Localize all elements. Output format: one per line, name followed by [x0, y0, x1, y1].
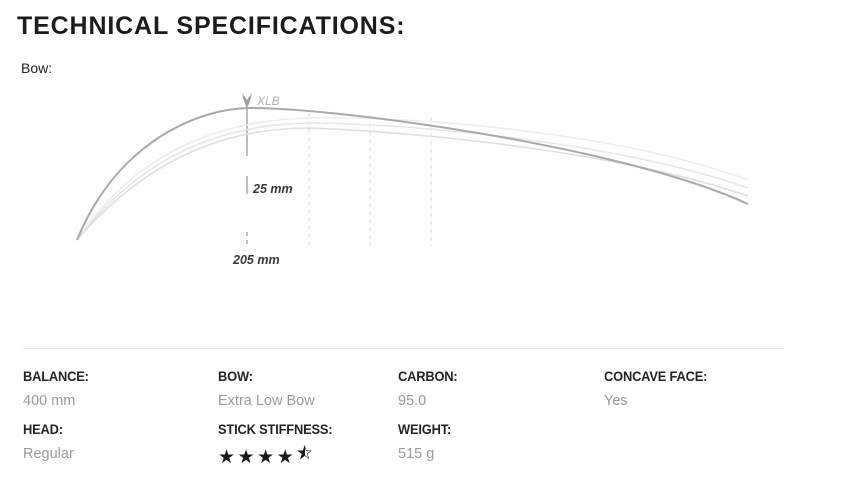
svg-text:25 mm: 25 mm	[252, 182, 293, 196]
svg-text:XLB: XLB	[256, 94, 280, 108]
svg-text:205 mm: 205 mm	[232, 253, 280, 267]
